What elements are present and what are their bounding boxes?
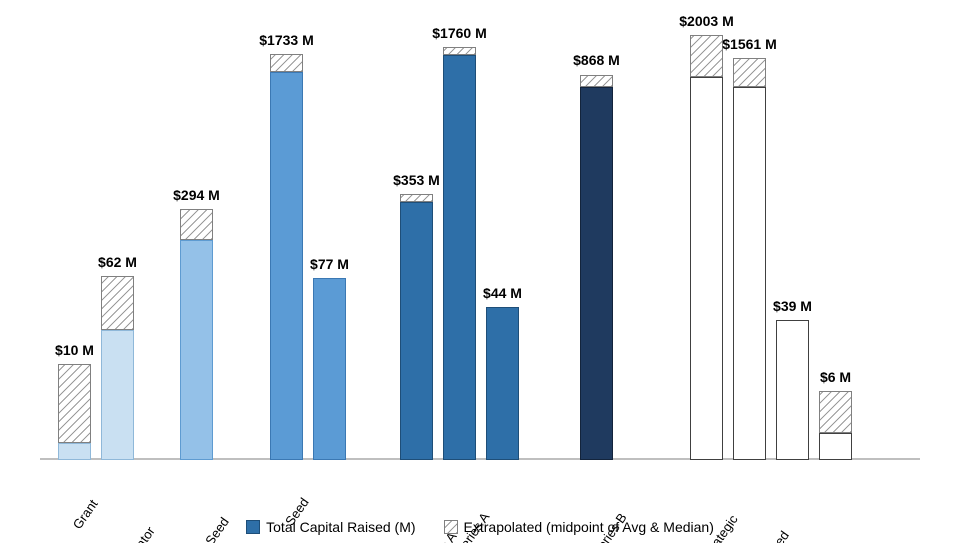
legend-label: Extrapolated (midpoint of Avg & Median) [464, 519, 714, 535]
bar-segment-extrapolated [819, 391, 852, 433]
bar-value-label: $62 M [58, 254, 178, 270]
capital-raised-chart: $10 M$62 M$294 M$1733 M$77 M$353 M$1760 … [0, 0, 960, 543]
bar [733, 87, 766, 460]
bar-segment-extrapolated [180, 209, 213, 240]
bar-value-label: $294 M [137, 187, 257, 203]
bar-segment-extrapolated [733, 58, 766, 87]
bar [101, 330, 134, 460]
bar-segment-extrapolated [270, 54, 303, 73]
bar-value-label: $1733 M [227, 32, 347, 48]
bar-segment-extrapolated [58, 364, 91, 444]
bar [580, 87, 613, 460]
bar [400, 202, 433, 460]
plot-area: $10 M$62 M$294 M$1733 M$77 M$353 M$1760 … [40, 20, 920, 460]
bar-value-label: $44 M [443, 285, 563, 301]
legend-item: Total Capital Raised (M) [246, 519, 415, 535]
bar [776, 320, 809, 460]
bar-segment-extrapolated [580, 75, 613, 88]
bar-value-label: $1760 M [400, 25, 520, 41]
bar-value-label: $2003 M [647, 13, 767, 29]
bar-value-label: $6 M [776, 369, 896, 385]
bar [443, 55, 476, 460]
bar-segment-extrapolated [101, 276, 134, 330]
bar-segment-extrapolated [443, 47, 476, 54]
bar [180, 240, 213, 460]
bar [690, 77, 723, 460]
bar [486, 307, 519, 460]
bar-value-label: $77 M [270, 256, 390, 272]
bar [819, 433, 852, 460]
bar-value-label: $868 M [537, 52, 657, 68]
legend-swatch [246, 520, 260, 534]
bar-value-label: $1561 M [690, 36, 810, 52]
bar [313, 278, 346, 460]
bar [58, 443, 91, 460]
bar-value-label: $39 M [733, 298, 853, 314]
bar-segment-extrapolated [400, 194, 433, 202]
